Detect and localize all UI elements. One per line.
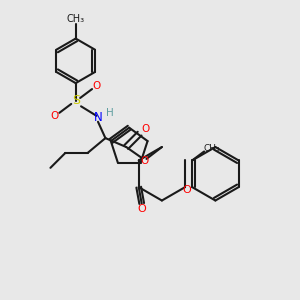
Text: CH₃: CH₃ <box>67 14 85 24</box>
Text: H: H <box>106 108 114 118</box>
Text: O: O <box>182 185 191 195</box>
Text: N: N <box>94 111 102 124</box>
Text: O: O <box>141 124 150 134</box>
Text: O: O <box>140 156 148 166</box>
Text: O: O <box>137 204 146 214</box>
Text: O: O <box>51 111 59 121</box>
Text: S: S <box>72 94 80 107</box>
Text: CH₃: CH₃ <box>203 144 220 153</box>
Text: O: O <box>92 81 101 91</box>
